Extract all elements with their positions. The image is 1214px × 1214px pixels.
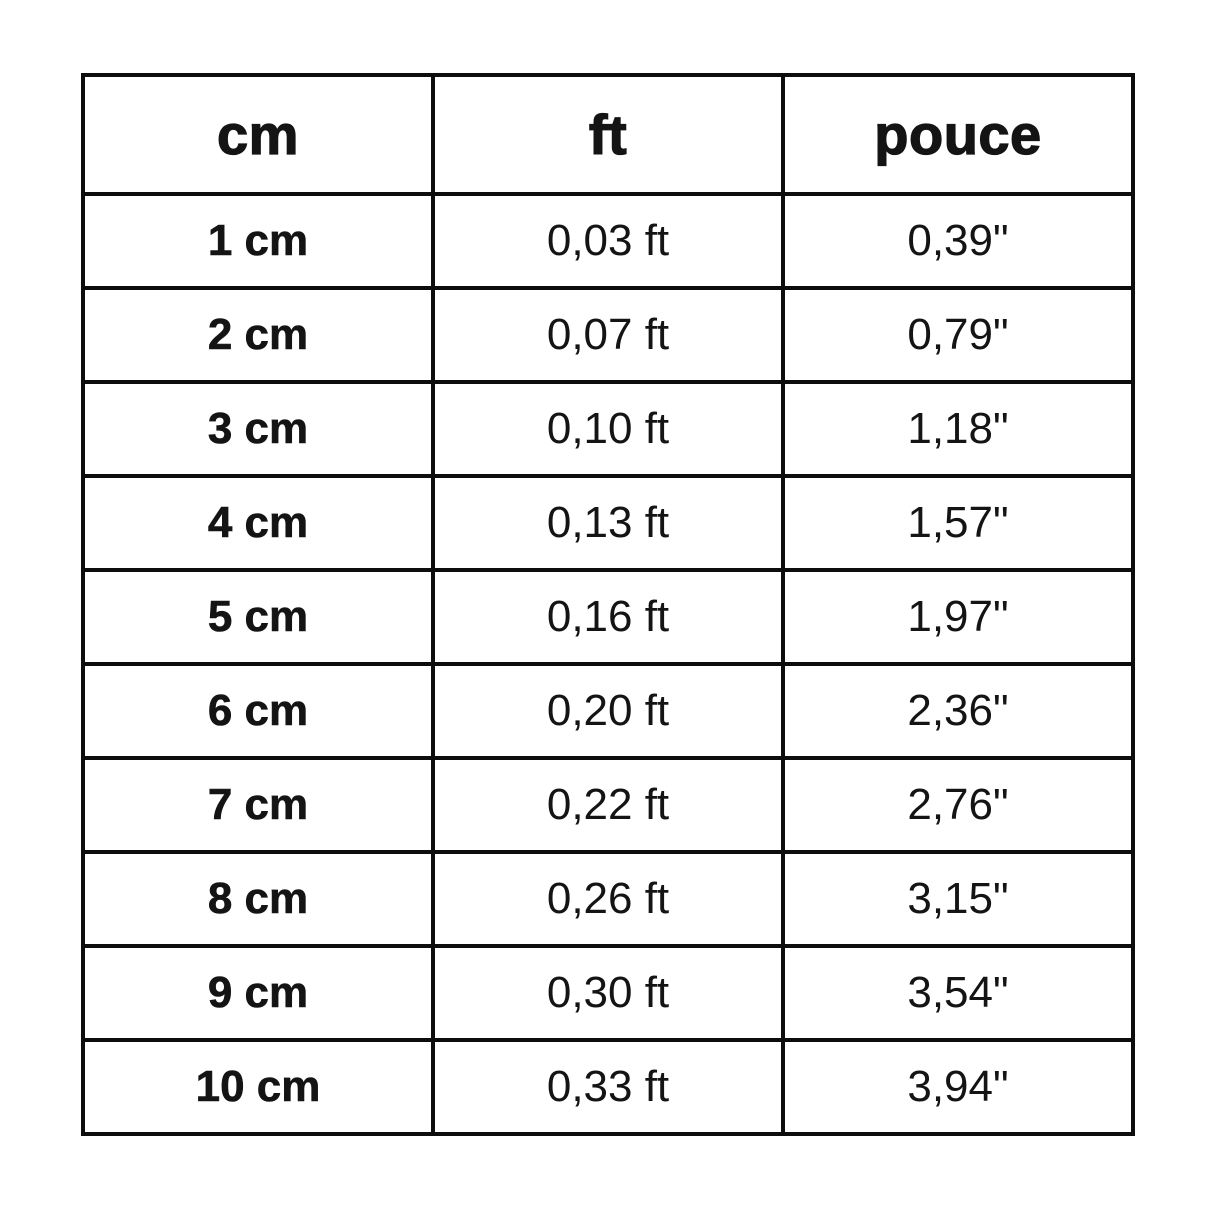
cell-pouce: 1,57" — [781, 474, 1135, 572]
table-row: 4 cm 0,13 ft 1,57" — [81, 474, 1135, 572]
cell-cm: 10 cm — [81, 1038, 435, 1136]
cell-cm: 8 cm — [81, 850, 435, 948]
cell-cm: 2 cm — [81, 286, 435, 384]
header-pouce: pouce — [781, 73, 1135, 196]
cell-ft: 0,10 ft — [431, 380, 785, 478]
cell-ft: 0,26 ft — [431, 850, 785, 948]
cell-ft: 0,07 ft — [431, 286, 785, 384]
cell-cm: 5 cm — [81, 568, 435, 666]
cell-ft: 0,03 ft — [431, 192, 785, 290]
header-ft: ft — [431, 73, 785, 196]
table-row: 9 cm 0,30 ft 3,54" — [81, 944, 1135, 1042]
cell-ft: 0,30 ft — [431, 944, 785, 1042]
cell-pouce: 3,94" — [781, 1038, 1135, 1136]
table-row: 1 cm 0,03 ft 0,39" — [81, 192, 1135, 290]
cell-pouce: 2,76" — [781, 756, 1135, 854]
cell-ft: 0,22 ft — [431, 756, 785, 854]
cell-pouce: 1,97" — [781, 568, 1135, 666]
cell-cm: 6 cm — [81, 662, 435, 760]
cell-cm: 3 cm — [81, 380, 435, 478]
cell-pouce: 0,39" — [781, 192, 1135, 290]
table-row: 6 cm 0,20 ft 2,36" — [81, 662, 1135, 760]
header-cm: cm — [81, 73, 435, 196]
table-row: 3 cm 0,10 ft 1,18" — [81, 380, 1135, 478]
cell-cm: 1 cm — [81, 192, 435, 290]
cell-pouce: 3,54" — [781, 944, 1135, 1042]
table-row: 2 cm 0,07 ft 0,79" — [81, 286, 1135, 384]
table-row: 8 cm 0,26 ft 3,15" — [81, 850, 1135, 948]
table-header-row: cm ft pouce — [81, 73, 1135, 196]
cell-ft: 0,20 ft — [431, 662, 785, 760]
cell-cm: 4 cm — [81, 474, 435, 572]
cell-pouce: 3,15" — [781, 850, 1135, 948]
cell-cm: 9 cm — [81, 944, 435, 1042]
cell-ft: 0,16 ft — [431, 568, 785, 666]
conversion-table: cm ft pouce 1 cm 0,03 ft 0,39" 2 cm 0,07… — [81, 73, 1135, 1136]
cell-pouce: 1,18" — [781, 380, 1135, 478]
cell-pouce: 0,79" — [781, 286, 1135, 384]
cell-ft: 0,13 ft — [431, 474, 785, 572]
table-row: 5 cm 0,16 ft 1,97" — [81, 568, 1135, 666]
table-row: 7 cm 0,22 ft 2,76" — [81, 756, 1135, 854]
cell-ft: 0,33 ft — [431, 1038, 785, 1136]
cell-pouce: 2,36" — [781, 662, 1135, 760]
table-row: 10 cm 0,33 ft 3,94" — [81, 1038, 1135, 1136]
cell-cm: 7 cm — [81, 756, 435, 854]
